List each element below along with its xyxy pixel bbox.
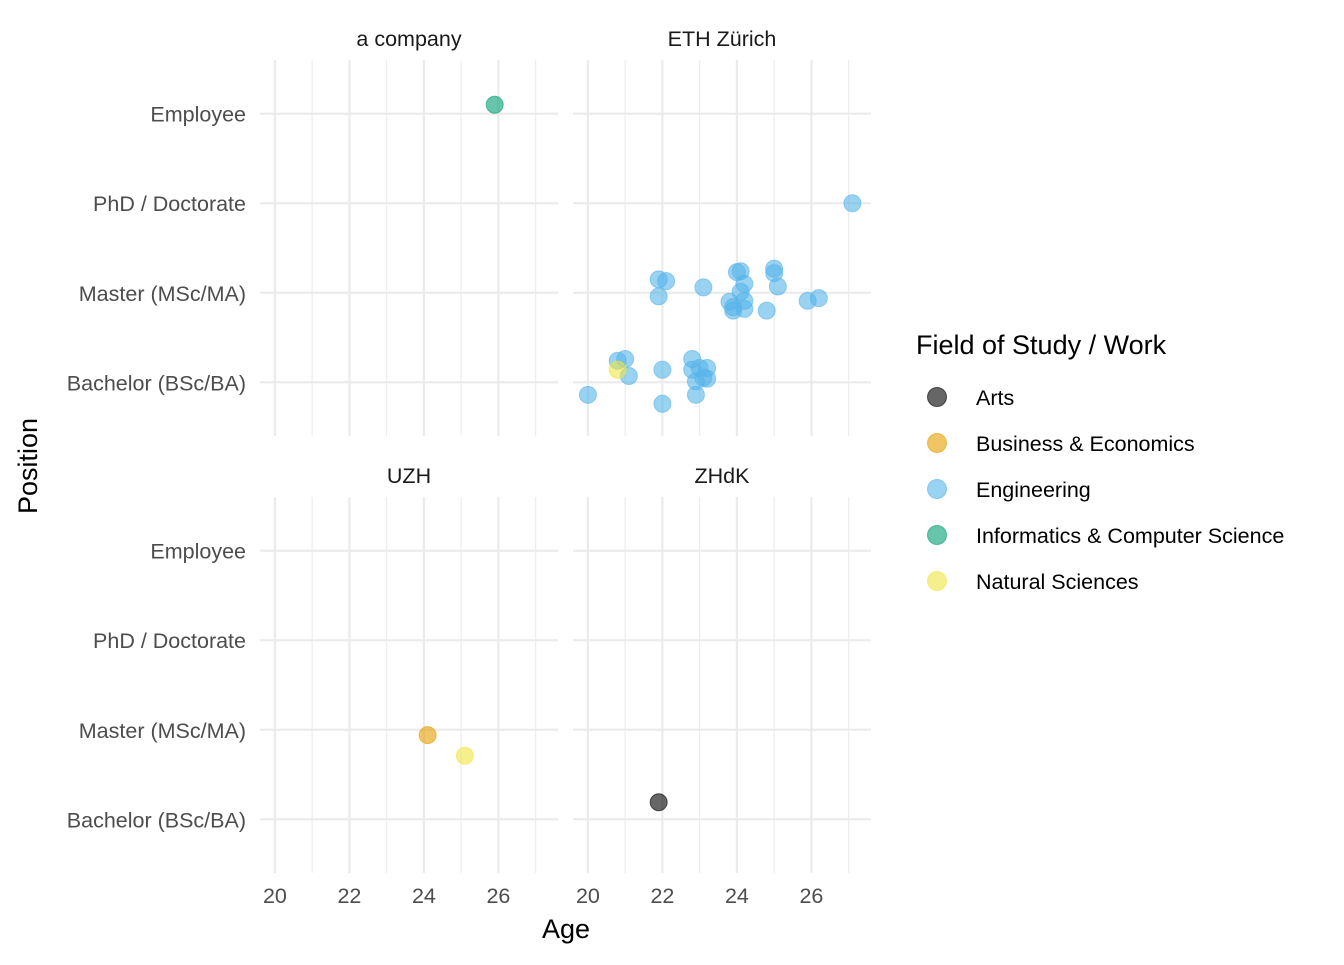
legend: Field of Study / Work Arts Business & Eco… [916,330,1284,594]
data-point [757,301,776,320]
legend-label: Arts [976,386,1014,410]
facet-strip-label: ETH Zürich [668,27,777,51]
legend-label: Natural Sciences [976,570,1139,594]
x-tick-label: 26 [486,884,510,908]
data-point [735,299,754,318]
facet-strip-label: a company [356,27,461,51]
data-point [455,746,474,765]
data-point [578,385,597,404]
y-tick-label: Employee [150,103,246,127]
x-tick-label: 20 [263,884,287,908]
legend-key [927,571,947,591]
x-axis-title: Age [542,914,590,944]
data-point [649,287,668,306]
legend-key [927,387,947,407]
y-tick-label: Bachelor (BSc/BA) [67,808,246,832]
x-tick-label: 24 [412,884,436,908]
data-point [843,194,862,213]
y-tick-label: PhD / Doctorate [93,192,246,216]
data-point-layer [418,95,862,812]
data-point [686,385,705,404]
facet-strip-layer: a company ETH Zürich UZH ZHdK [356,27,776,488]
legend-label: Engineering [976,478,1091,502]
x-tick-label: 24 [725,884,749,908]
legend-label: Informatics & Computer Science [976,524,1284,548]
data-point [485,95,504,114]
y-tick-label: Employee [150,540,246,564]
legend-title: Field of Study / Work [916,330,1167,360]
data-point [657,272,676,291]
legend-key [927,525,947,545]
x-tick-label: 26 [799,884,823,908]
legend-label: Business & Economics [976,432,1195,456]
facet-strip-label: UZH [387,464,431,488]
y-tick-label: Master (MSc/MA) [79,282,246,306]
x-tick-label-layer: 20 22 24 26 20 22 24 26 [263,884,823,908]
data-point [809,289,828,308]
facet-strip-label: ZHdK [695,464,751,488]
y-tick-label-layer: Bachelor (BSc/BA) Master (MSc/MA) PhD / Do… [67,103,246,833]
data-point [649,793,668,812]
legend-key [927,433,947,453]
legend-key [927,479,947,499]
y-axis-title: Position [13,418,43,514]
data-point [653,360,672,379]
grid-layer [260,60,871,873]
x-tick-label: 22 [337,884,361,908]
x-tick-label: 20 [576,884,600,908]
data-point [653,394,672,413]
data-point [768,277,787,296]
y-tick-label: PhD / Doctorate [93,629,246,653]
y-tick-label: Bachelor (BSc/BA) [67,371,246,395]
data-point [608,360,627,379]
legend-items: Arts Business & Economics Engineering Infor… [927,386,1284,594]
data-point [694,278,713,297]
data-point [698,369,717,388]
x-tick-label: 22 [650,884,674,908]
y-tick-label: Master (MSc/MA) [79,719,246,743]
data-point [418,726,437,745]
